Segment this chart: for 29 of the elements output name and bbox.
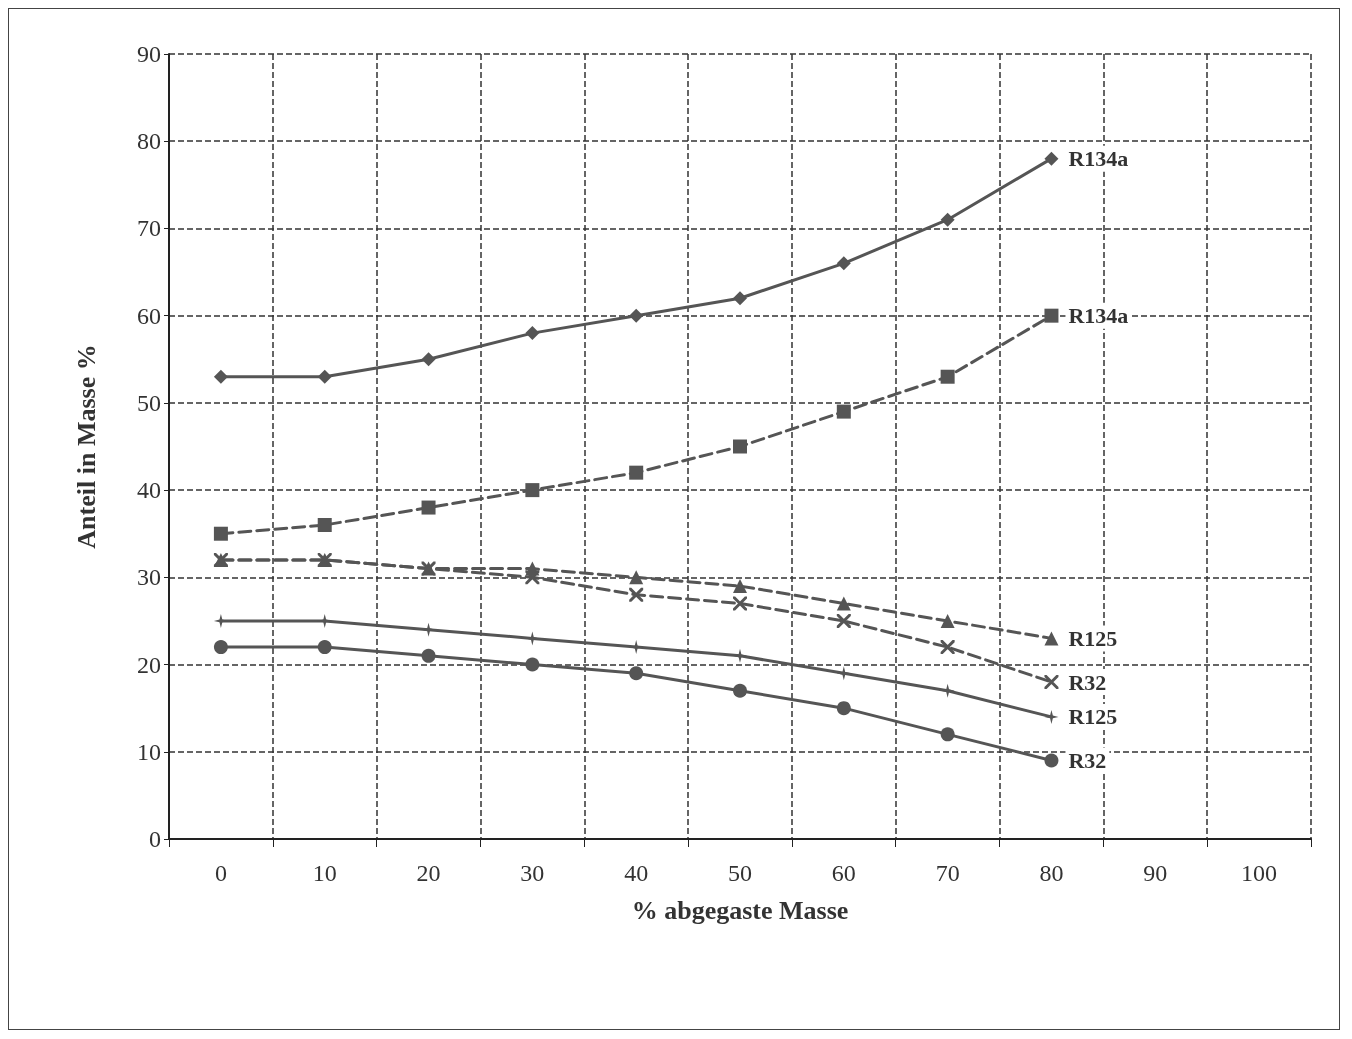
series-label: R32 — [1068, 748, 1107, 773]
x-tick-label: 60 — [831, 860, 856, 886]
y-tick-label: 90 — [137, 41, 161, 67]
y-tick-label: 20 — [137, 651, 161, 678]
x-tick-label: 50 — [728, 860, 752, 886]
y-tick-label: 60 — [137, 302, 161, 329]
series-label: R134a — [1068, 303, 1129, 329]
y-tick-label: 40 — [137, 477, 161, 504]
y-tick-label: 70 — [137, 215, 161, 242]
series-label: R134a — [1068, 146, 1129, 172]
x-axis-title: % abgegaste Masse — [631, 895, 849, 925]
series-label: R32 — [1068, 669, 1107, 695]
x-tick-label: 0 — [214, 860, 227, 886]
series-label: R125 — [1068, 704, 1118, 730]
y-tick-label: 50 — [137, 389, 161, 416]
x-tick-label: 80 — [1039, 860, 1064, 886]
x-tick-label: 10 — [312, 860, 337, 886]
x-tick-label: 70 — [935, 860, 960, 886]
y-tick-label: 10 — [137, 738, 161, 765]
x-tick-label: 90 — [1143, 860, 1168, 886]
x-tick-label: 100 — [1241, 860, 1278, 886]
y-tick-label: 30 — [137, 564, 161, 591]
x-tick-label: 40 — [624, 860, 649, 886]
y-tick-label: 0 — [149, 826, 161, 852]
x-tick-label: 20 — [416, 860, 441, 886]
x-tick-label: 30 — [520, 860, 545, 886]
y-tick-label: 80 — [137, 128, 161, 155]
series-label: R125 — [1068, 625, 1118, 651]
y-axis-title: Anteil in Masse % — [71, 344, 101, 549]
